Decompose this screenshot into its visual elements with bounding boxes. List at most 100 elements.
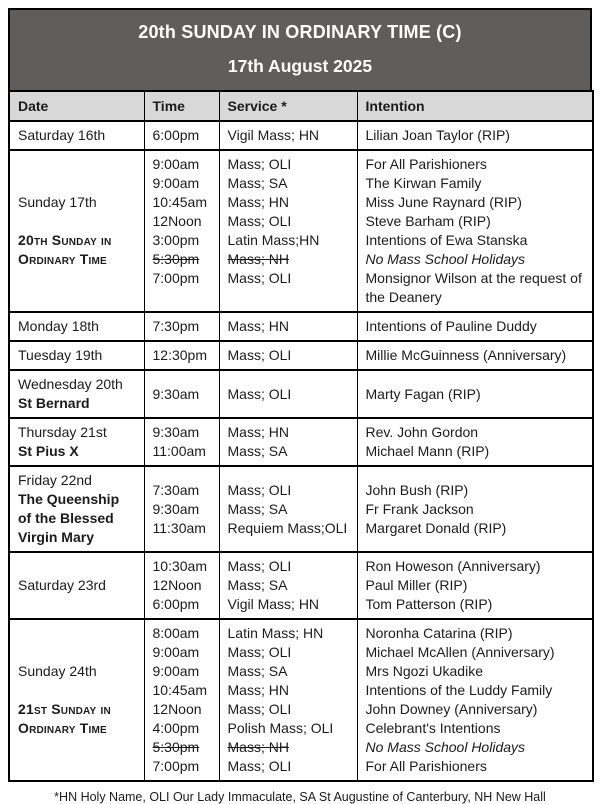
service-value: Mass; NH — [227, 251, 289, 267]
service-value: Mass; NH — [227, 739, 289, 755]
mass-schedule-table: Date Time Service * Intention Saturday 1… — [8, 90, 594, 782]
schedule-row: Saturday 16th 6:00pm Vigil Mass; HN Lilian … — [8, 120, 594, 151]
service-cell: Mass; OLI Mass; SA Mass; HN Mass; OLI Latin … — [218, 149, 358, 313]
time-cell: 10:30am 12Noon 6:00pm — [143, 551, 220, 620]
date-cell: Wednesday 20th St Bernard — [8, 369, 145, 419]
date-label: Monday 18th — [18, 318, 99, 334]
time-value: 12:30pm — [152, 347, 207, 363]
service-value: Latin Mass;HN — [227, 232, 320, 248]
intention-value: Lilian Joan Taylor (RIP) — [365, 127, 510, 143]
time-value: 10:30am — [152, 558, 207, 574]
intention-value: John Downey (Anniversary) — [365, 701, 538, 717]
service-value: Mass; OLI — [227, 558, 292, 574]
time-value: 9:30am — [152, 385, 200, 402]
feast-label: 21st Sunday in Ordinary Time — [18, 701, 111, 736]
column-header-service: Service * — [218, 90, 358, 122]
intention-value: Intentions of Ewa Stanska — [365, 232, 528, 248]
feast-label: St Pius X — [18, 443, 79, 459]
date-label: Friday 22nd — [18, 472, 92, 488]
schedule-row: Monday 18th 7:30pm Mass; HN Intentions of P… — [8, 311, 594, 342]
intention-cell: Millie McGuinness (Anniversary) — [356, 340, 594, 371]
intention-value: No Mass School Holidays — [365, 739, 526, 755]
intention-cell: Intentions of Pauline Duddy — [356, 311, 594, 342]
date-label: Wednesday 20th — [18, 376, 123, 392]
time-value: 9:30am — [152, 500, 200, 517]
service-value: Polish Mass; OLI — [227, 720, 334, 736]
time-value: 9:00am — [152, 175, 200, 191]
date-cell: Sunday 24th 21st Sunday in Ordinary Time — [8, 618, 145, 782]
service-value: Mass; OLI — [227, 758, 292, 774]
service-value: Latin Mass; HN — [227, 625, 324, 641]
time-value: 7:00pm — [152, 270, 200, 286]
intention-cell: Noronha Catarina (RIP) Michael McAllen (A… — [356, 618, 594, 782]
intention-value: Mrs Ngozi Ukadike — [365, 663, 483, 679]
time-cell: 7:30am 9:30am 11:30am — [143, 465, 220, 553]
date-label: Thursday 21st — [18, 424, 107, 440]
intention-value: Paul Miller (RIP) — [365, 577, 468, 593]
column-header-time: Time — [143, 90, 220, 122]
date-cell: Friday 22nd The Queenship of the Blessed … — [8, 465, 145, 553]
service-value: Requiem Mass;OLI — [227, 519, 348, 536]
time-value: 8:00am — [152, 625, 200, 641]
service-cell: Vigil Mass; HN — [218, 120, 358, 151]
time-value: 5:30pm — [152, 739, 200, 755]
time-value: 11:00am — [152, 443, 206, 459]
time-value: 10:45am — [152, 682, 207, 698]
time-value: 7:00pm — [152, 758, 200, 774]
intention-cell: Ron Howeson (Anniversary) Paul Miller (RI… — [356, 551, 594, 620]
date-cell: Saturday 16th — [8, 120, 145, 151]
time-value: 7:30pm — [152, 318, 200, 334]
date-spacer — [18, 212, 136, 231]
intention-cell: John Bush (RIP) Fr Frank Jackson Margaret … — [356, 465, 594, 553]
time-value: 9:00am — [152, 156, 200, 172]
time-cell: 12:30pm — [143, 340, 220, 371]
schedule-row: Friday 22nd The Queenship of the Blessed … — [8, 465, 594, 553]
time-value: 5:30pm — [152, 251, 200, 267]
date-label: Sunday 17th — [18, 194, 97, 210]
service-value: Vigil Mass; HN — [227, 127, 320, 143]
service-value: Mass; OLI — [227, 347, 292, 363]
time-value: 12Noon — [152, 701, 202, 717]
time-value: 3:00pm — [152, 232, 200, 248]
intention-value: Tom Patterson (RIP) — [365, 596, 493, 612]
feast-label: 20th Sunday in Ordinary Time — [18, 232, 112, 267]
time-cell: 9:00am 9:00am 10:45am 12Noon 3:00pm 5:30pm 7:0… — [143, 149, 220, 313]
time-value: 9:00am — [152, 644, 200, 660]
page-title: 20th SUNDAY IN ORDINARY TIME (C) — [138, 22, 462, 42]
page-date: 17th August 2025 — [227, 56, 373, 76]
service-value: Mass; HN — [227, 682, 289, 698]
service-cell: Mass; HN — [218, 311, 358, 342]
date-label: Saturday 23rd — [18, 577, 106, 593]
time-cell: 7:30pm — [143, 311, 220, 342]
intention-value: Ron Howeson (Anniversary) — [365, 558, 541, 574]
time-value: 12Noon — [152, 577, 202, 593]
service-cell: Mass; OLI — [218, 340, 358, 371]
service-cell: Mass; OLI Mass; SA Vigil Mass; HN — [218, 551, 358, 620]
date-cell: Thursday 21st St Pius X — [8, 417, 145, 467]
intention-value: Steve Barham (RIP) — [365, 213, 491, 229]
date-cell: Saturday 23rd — [8, 551, 145, 620]
time-value: 9:30am — [152, 424, 200, 440]
schedule-row: Sunday 24th 21st Sunday in Ordinary Time 8… — [8, 618, 594, 782]
service-value: Mass; OLI — [227, 385, 292, 402]
service-cell: Mass; OLI Mass; SA Requiem Mass;OLI — [218, 465, 358, 553]
service-cell: Latin Mass; HN Mass; OLI Mass; SA Mass; HN M… — [218, 618, 358, 782]
date-cell: Monday 18th — [8, 311, 145, 342]
time-value: 4:00pm — [152, 720, 200, 736]
schedule-body: Saturday 16th 6:00pm Vigil Mass; HN Lilian … — [8, 120, 594, 782]
column-header-date: Date — [8, 90, 145, 122]
time-value: 6:00pm — [152, 127, 200, 143]
intention-value: Fr Frank Jackson — [365, 500, 474, 517]
service-value: Mass; SA — [227, 443, 288, 459]
intention-value: Margaret Donald (RIP) — [365, 519, 507, 536]
feast-label: The Queenship of the Blessed Virgin Mary — [18, 491, 120, 545]
date-cell: Sunday 17th 20th Sunday in Ordinary Time — [8, 149, 145, 313]
date-label: Sunday 24th — [18, 663, 97, 679]
intention-value: For All Parishioners — [365, 758, 487, 774]
time-value: 9:00am — [152, 663, 200, 679]
service-value: Mass; HN — [227, 424, 289, 440]
intention-value: Michael Mann (RIP) — [365, 443, 490, 459]
service-value: Vigil Mass; HN — [227, 596, 320, 612]
header-row: Date Time Service * Intention — [8, 90, 594, 122]
